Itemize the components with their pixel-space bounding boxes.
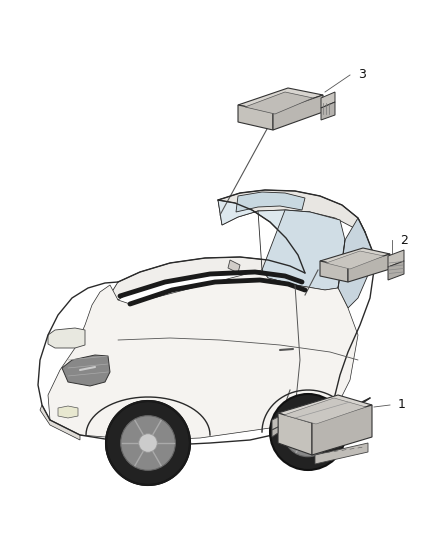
Polygon shape	[238, 88, 323, 112]
Circle shape	[300, 424, 316, 440]
Polygon shape	[284, 398, 366, 424]
Polygon shape	[278, 413, 312, 455]
Circle shape	[106, 401, 190, 485]
Polygon shape	[58, 406, 78, 418]
Polygon shape	[62, 355, 110, 386]
Polygon shape	[110, 257, 305, 300]
Polygon shape	[278, 395, 372, 423]
Polygon shape	[238, 105, 273, 130]
Polygon shape	[218, 190, 365, 232]
Polygon shape	[315, 443, 368, 464]
Polygon shape	[320, 261, 348, 282]
Polygon shape	[326, 251, 384, 269]
Polygon shape	[321, 102, 335, 120]
Text: 1: 1	[398, 399, 406, 411]
Polygon shape	[312, 405, 372, 455]
Circle shape	[139, 434, 157, 452]
Polygon shape	[262, 210, 345, 290]
Circle shape	[283, 407, 333, 457]
Polygon shape	[348, 254, 390, 282]
Polygon shape	[245, 92, 313, 114]
Polygon shape	[218, 200, 310, 273]
Polygon shape	[272, 427, 278, 437]
Polygon shape	[338, 218, 372, 308]
Polygon shape	[40, 405, 80, 440]
Polygon shape	[228, 260, 240, 273]
Polygon shape	[273, 95, 323, 130]
Polygon shape	[236, 192, 305, 212]
Text: 2: 2	[400, 233, 408, 246]
Polygon shape	[388, 250, 404, 267]
Circle shape	[270, 394, 346, 470]
Polygon shape	[321, 92, 335, 108]
Text: 3: 3	[358, 69, 366, 82]
Polygon shape	[320, 248, 390, 267]
Circle shape	[121, 416, 175, 470]
Polygon shape	[48, 328, 85, 348]
Polygon shape	[272, 417, 278, 430]
Polygon shape	[48, 270, 358, 440]
Polygon shape	[388, 261, 404, 280]
